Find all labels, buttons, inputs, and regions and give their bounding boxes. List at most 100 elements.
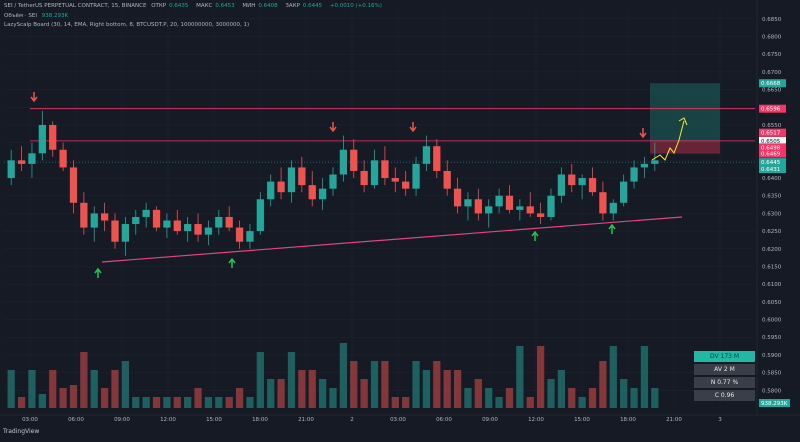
price-label-text: 0.6469 bbox=[761, 152, 781, 158]
y-tick-label: 0.6700 bbox=[762, 70, 782, 76]
volume-header-line: Объём · SEI 938.293K bbox=[4, 13, 71, 19]
candle-body bbox=[49, 124, 57, 150]
volume-bar bbox=[184, 397, 192, 408]
volume-bar bbox=[121, 361, 130, 408]
price-label-box bbox=[759, 79, 786, 88]
volume-bar bbox=[557, 370, 566, 408]
candle-body bbox=[318, 188, 327, 200]
y-tick-label: 0.6650 bbox=[762, 88, 782, 94]
projection-arrowhead bbox=[678, 117, 688, 126]
volume-bar bbox=[433, 361, 441, 408]
y-tick-label: 0.6800 bbox=[762, 35, 782, 41]
y-tick-label: 0.6350 bbox=[762, 194, 782, 200]
price-label-text: 0.6668 bbox=[761, 81, 781, 87]
stat-c: C 0.96 bbox=[694, 390, 755, 401]
stat-av: AV 2 M bbox=[694, 364, 755, 375]
volume-label: Объём · SEI bbox=[4, 13, 37, 19]
volume-bar bbox=[235, 388, 244, 408]
volume-bar bbox=[152, 397, 161, 408]
price-label-text: 0.6505 bbox=[761, 139, 781, 145]
buy-signal-arrow bbox=[608, 223, 616, 234]
candle-body bbox=[225, 216, 233, 228]
y-tick-label: 0.6400 bbox=[762, 176, 782, 182]
candle-body bbox=[505, 195, 514, 210]
x-tick-label: 21:00 bbox=[666, 417, 682, 423]
price-label-box bbox=[759, 128, 786, 137]
volume-bar bbox=[453, 370, 462, 408]
candle-body bbox=[235, 227, 244, 242]
x-tick-label: 2 bbox=[350, 417, 354, 423]
candle-body bbox=[339, 149, 348, 175]
candle-body bbox=[152, 209, 161, 228]
candle-body bbox=[620, 181, 628, 203]
candle-body bbox=[526, 206, 534, 214]
candle-body bbox=[184, 224, 192, 232]
candle-body bbox=[381, 160, 389, 179]
ohlc-close: ЗАКР 0.6445 bbox=[285, 3, 323, 9]
ohlc-high: МАКС 0.6453 bbox=[196, 3, 235, 9]
buy-signal-arrow bbox=[94, 267, 102, 278]
x-tick-label: 09:00 bbox=[114, 417, 130, 423]
x-tick-label: 09:00 bbox=[482, 417, 498, 423]
tradingview-logo[interactable]: TradingView bbox=[3, 428, 40, 435]
y-tick-label: 0.6750 bbox=[762, 52, 782, 58]
volume-bar bbox=[225, 397, 233, 408]
candle-body bbox=[173, 220, 181, 232]
price-label-text: 0.6498 bbox=[761, 145, 781, 151]
volume-bar bbox=[547, 379, 555, 408]
volume-bar bbox=[568, 388, 576, 408]
buy-signal-arrow bbox=[228, 257, 236, 268]
candle-body bbox=[370, 160, 379, 186]
volume-bar bbox=[443, 370, 451, 408]
candle-body bbox=[453, 188, 462, 207]
stat-n: N 0.77 % bbox=[694, 377, 755, 388]
candle-body bbox=[204, 227, 213, 235]
price-label-text: 0.6445 bbox=[761, 160, 781, 166]
volume-bar bbox=[609, 346, 617, 408]
candle-body bbox=[69, 167, 78, 203]
candle-body bbox=[287, 167, 296, 193]
candle-body bbox=[599, 192, 607, 214]
price-change: +0.0010 (+0.16%) bbox=[329, 3, 382, 9]
candle-body bbox=[350, 149, 358, 171]
volume-bar bbox=[132, 397, 140, 408]
projection-path bbox=[651, 120, 685, 161]
volume-bar bbox=[474, 379, 482, 408]
volume-bar bbox=[28, 370, 36, 408]
volume-bar bbox=[536, 346, 545, 408]
candle-body bbox=[163, 220, 171, 228]
candle-body bbox=[547, 195, 555, 217]
volume-bar bbox=[329, 388, 337, 408]
volume-bar bbox=[256, 352, 264, 408]
candle-body bbox=[474, 199, 482, 214]
volume-bar bbox=[651, 388, 659, 408]
stop-zone bbox=[650, 140, 720, 154]
volume-bar bbox=[630, 388, 638, 408]
volume-bar bbox=[485, 388, 493, 408]
volume-bar bbox=[38, 394, 46, 408]
volume-bar bbox=[526, 397, 534, 408]
volume-bar bbox=[505, 388, 514, 408]
candle-body bbox=[298, 167, 306, 186]
symbol-label: SEI / TetherUS PERPETUAL CONTRACT, 15, B… bbox=[4, 3, 147, 9]
y-tick-label: 0.6000 bbox=[762, 318, 782, 324]
price-label-box bbox=[759, 149, 786, 158]
volume-bar bbox=[578, 397, 586, 408]
candle-body bbox=[28, 153, 36, 164]
sell-signal-arrow bbox=[639, 128, 647, 139]
candle-body bbox=[495, 195, 503, 207]
volume-bar bbox=[464, 388, 472, 408]
candle-body bbox=[422, 146, 431, 164]
candle-body bbox=[17, 160, 26, 164]
candle-body bbox=[215, 216, 223, 228]
candle-body bbox=[132, 216, 140, 225]
price-label-text: 0.6517 bbox=[761, 131, 781, 137]
candle-body bbox=[588, 178, 597, 193]
candle-body bbox=[267, 181, 275, 200]
x-tick-label: 3 bbox=[718, 417, 722, 423]
candle-body bbox=[651, 160, 659, 164]
x-tick-label: 03:00 bbox=[22, 417, 38, 423]
candle-body bbox=[246, 231, 254, 242]
candle-body bbox=[557, 174, 566, 196]
